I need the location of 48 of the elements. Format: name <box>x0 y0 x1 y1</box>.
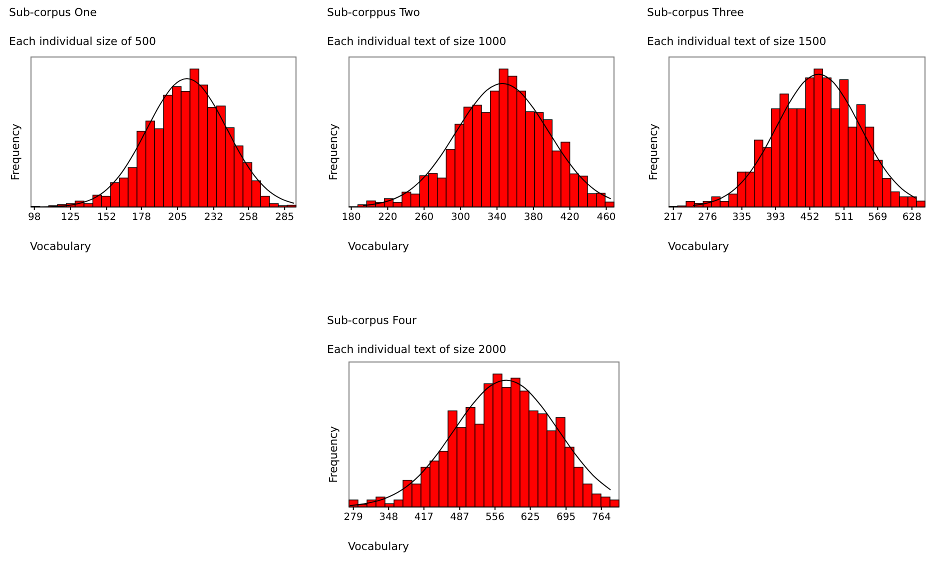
x-tick-label: 764 <box>592 512 611 523</box>
x-tick-label: 285 <box>275 212 294 223</box>
x-tick-label: 417 <box>414 512 434 523</box>
x-tick-label: 335 <box>732 212 752 223</box>
x-tick-label: 152 <box>97 212 116 223</box>
x-tick-label: 220 <box>378 212 398 223</box>
x-tick-label: 628 <box>902 212 922 223</box>
x-axis-title: Vocabulary <box>348 240 410 253</box>
x-tick-label: 217 <box>664 212 683 223</box>
x-tick-label: 276 <box>698 212 718 223</box>
y-axis-title: Frequency <box>9 123 22 180</box>
chart-subtitle: Each individual text of size 2000 <box>327 343 506 356</box>
x-tick-label: 258 <box>238 212 258 223</box>
x-tick-label: 260 <box>414 212 434 223</box>
chart-title: Sub-corppus Two <box>327 6 420 19</box>
x-tick-label: 380 <box>524 212 543 223</box>
x-tick-label: 125 <box>60 212 80 223</box>
x-tick-label: 511 <box>834 212 854 223</box>
chart-title: Sub-corpus Three <box>647 6 744 19</box>
x-tick-label: 487 <box>450 512 470 523</box>
x-tick-label: 348 <box>379 512 398 523</box>
x-tick-label: 625 <box>520 512 540 523</box>
x-tick-label: 420 <box>560 212 580 223</box>
y-axis-title: Frequency <box>327 123 340 180</box>
chart-subtitle: Each individual text of size 1500 <box>647 35 826 48</box>
x-tick-label: 569 <box>868 212 888 223</box>
x-tick-label: 279 <box>344 512 363 523</box>
x-tick-label: 232 <box>204 212 224 223</box>
x-tick-label: 178 <box>132 212 151 223</box>
y-axis-title: Frequency <box>647 123 660 180</box>
chart-subtitle: Each individual text of size 1000 <box>327 35 506 48</box>
x-axis-title: Vocabulary <box>30 240 92 253</box>
x-axis-title: Vocabulary <box>348 540 410 553</box>
x-tick-label: 460 <box>596 212 616 223</box>
chart-title: Sub-corpus One <box>9 6 98 19</box>
x-tick-label: 180 <box>342 212 361 223</box>
x-axis-title: Vocabulary <box>668 240 730 253</box>
y-axis-title: Frequency <box>327 426 340 483</box>
x-tick-label: 300 <box>451 212 470 223</box>
x-tick-label: 556 <box>485 512 505 523</box>
x-tick-label: 393 <box>766 212 786 223</box>
x-tick-label: 695 <box>556 512 576 523</box>
x-tick-label: 98 <box>28 212 41 223</box>
x-tick-label: 205 <box>168 212 188 223</box>
chart-subtitle: Each individual size of 500 <box>9 35 156 48</box>
chart-title: Sub-corpus Four <box>327 314 418 327</box>
x-tick-label: 452 <box>800 212 820 223</box>
x-tick-label: 340 <box>487 212 507 223</box>
